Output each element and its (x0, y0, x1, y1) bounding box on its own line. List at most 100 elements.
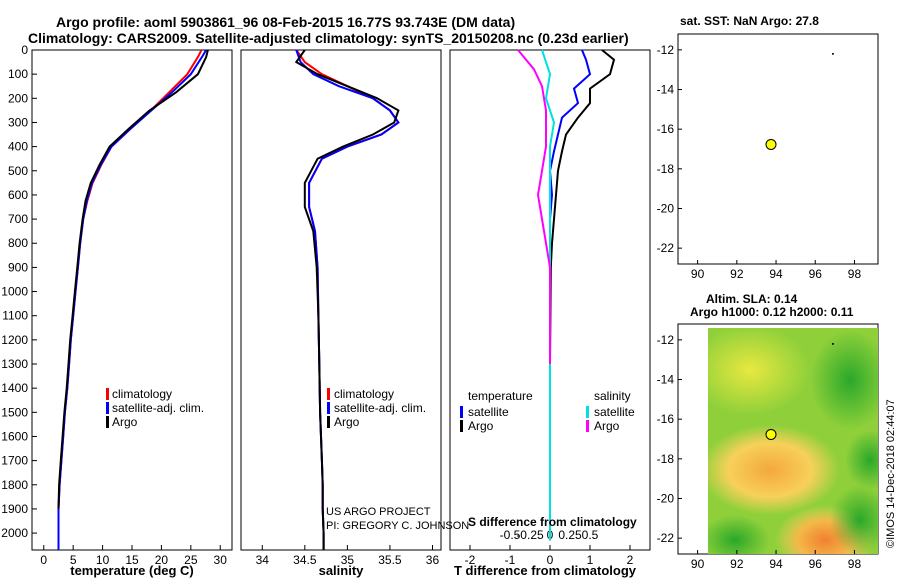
y-tick-label: 600 (8, 188, 28, 202)
legend-swatch-temperature (460, 420, 463, 432)
map-y-tick-label: -18 (657, 162, 675, 176)
map-x-tick-label: 98 (848, 267, 862, 281)
y-tick-label: 1100 (2, 309, 28, 323)
salinity-x-axis-label: salinity (319, 563, 365, 578)
x-tick-label: 5 (70, 553, 77, 567)
legend-swatch (327, 416, 330, 428)
legend-label: climatology (334, 387, 394, 401)
y-tick-label: 500 (8, 164, 28, 178)
y-tick-label: 1600 (1, 429, 28, 443)
sst-map: 90 92 94 96 98 -12 -14 -16 -18 -20 -22 (657, 33, 879, 281)
legend-label-salinity: Argo (594, 419, 620, 433)
legend-label-salinity: satellite (594, 405, 635, 419)
y-tick-label: 1500 (1, 405, 28, 419)
y-tick-label: 300 (8, 115, 28, 129)
sst-map-title: sat. SST: NaN Argo: 27.8 (680, 14, 819, 28)
series-line-2 (541, 49, 556, 541)
salinity-tick-label: -0.25 (516, 528, 544, 542)
y-tick-label: 1200 (1, 333, 28, 347)
x-tick-label: 1 (587, 553, 594, 567)
map-x-tick-label: 96 (809, 557, 823, 571)
map-y-tick-label: -20 (657, 201, 675, 215)
argo-float-marker (765, 428, 777, 440)
sla-heatmap-field (708, 328, 878, 554)
y-tick-label: 1000 (1, 285, 28, 299)
legend-swatch-salinity (586, 406, 589, 418)
legend-swatch (106, 388, 109, 400)
sla-map: 90 92 94 96 98 -12 -14 -16 -18 -20 -22 (657, 323, 879, 571)
legend-label: climatology (112, 387, 172, 401)
x-tick-label: 2 (627, 553, 634, 567)
map-y-tick-label: -14 (657, 373, 675, 387)
legend-swatch-temperature (460, 406, 463, 418)
island-marker (831, 342, 834, 345)
pi-credit: PI: GREGORY C. JOHNSON (326, 520, 470, 532)
sla-map-subtitle: Argo h1000: 0.12 h2000: 0.11 (690, 305, 854, 319)
legend-header-temperature: temperature (468, 389, 533, 403)
difference-chart: -2 -1 0 1 2-0.5-0.25 0 0.25 0.5 temperature sali… (449, 49, 651, 578)
legend-swatch (106, 416, 109, 428)
salinity-tick-label: -0.5 (500, 528, 521, 542)
y-tick-label: 0 (21, 43, 28, 57)
map-x-tick-label: 94 (769, 267, 783, 281)
map-y-tick-label: -18 (657, 452, 675, 466)
map-y-tick-label: -22 (657, 241, 675, 255)
y-tick-label: 100 (8, 67, 28, 81)
chart-title-line2: Climatology: CARS2009. Satellite-adjuste… (28, 30, 629, 46)
map-x-tick-label: 96 (809, 267, 823, 281)
x-tick-label: 35.5 (378, 553, 402, 567)
map-x-tick-label: 98 (848, 557, 862, 571)
temperature-chart: 0 100 200 300 400 500 600 700 800 900 1000 1100 1200… (1, 43, 233, 578)
legend-label: Argo (334, 415, 360, 429)
legend-label: satellite-adj. clim. (334, 401, 426, 415)
y-tick-label: 1700 (1, 454, 28, 468)
temperature-difference-label: T difference from climatology (454, 563, 637, 578)
y-tick-label: 400 (8, 140, 28, 154)
legend-label: Argo (112, 415, 138, 429)
salinity-tick-label: 0.25 (558, 528, 582, 542)
series-line-2 (294, 49, 400, 550)
y-tick-label: 700 (8, 212, 28, 226)
x-tick-label: 35 (341, 553, 355, 567)
temperature-plot-frame (31, 49, 233, 551)
y-tick-label: 200 (8, 91, 28, 105)
map-x-tick-label: 94 (769, 557, 783, 571)
x-tick-label: 30 (214, 553, 228, 567)
x-tick-label: 34 (256, 553, 270, 567)
y-tick-label: 1300 (1, 357, 28, 371)
map-y-tick-label: -12 (657, 333, 675, 347)
argo-float-marker (765, 138, 777, 150)
temperature-x-axis-label: temperature (deg C) (70, 563, 194, 578)
legend-swatch-salinity (586, 420, 589, 432)
x-tick-label: 36 (426, 553, 440, 567)
map-y-tick-label: -22 (657, 531, 675, 545)
legend-header-salinity: salinity (594, 389, 631, 403)
map-y-tick-label: -20 (657, 491, 675, 505)
map-x-tick-label: 90 (691, 267, 705, 281)
x-tick-label: 0 (547, 553, 554, 567)
legend-swatch (327, 402, 330, 414)
x-tick-label: -2 (465, 553, 476, 567)
salinity-plot-frame (240, 49, 442, 551)
legend-label: satellite-adj. clim. (112, 401, 204, 415)
salinity-difference-label: S difference from climatology (468, 515, 637, 529)
series-line-3 (517, 49, 551, 364)
y-tick-label: 800 (8, 236, 28, 250)
y-tick-label: 900 (8, 260, 28, 274)
y-tick-label: 1800 (1, 478, 28, 492)
map-y-tick-label: -12 (657, 43, 675, 57)
map-x-tick-label: 92 (730, 267, 744, 281)
chart-title-line1: Argo profile: aoml 5903861_96 08-Feb-201… (56, 14, 516, 30)
legend-swatch (327, 388, 330, 400)
x-tick-label: 10 (96, 553, 110, 567)
map-y-tick-label: -16 (657, 412, 675, 426)
sst-map-frame (677, 33, 879, 265)
salinity-chart: 34 34.5 35 35.5 36 climatologysatellite-adj.… (240, 49, 442, 578)
map-y-tick-label: -14 (657, 83, 675, 97)
x-tick-label: 15 (125, 553, 139, 567)
project-credit: US ARGO PROJECT (326, 506, 431, 518)
sla-map-title: Altim. SLA: 0.14 (706, 292, 798, 306)
legend-label-temperature: satellite (468, 405, 509, 419)
map-x-tick-label: 90 (691, 557, 705, 571)
x-tick-label: 34.5 (293, 553, 317, 567)
